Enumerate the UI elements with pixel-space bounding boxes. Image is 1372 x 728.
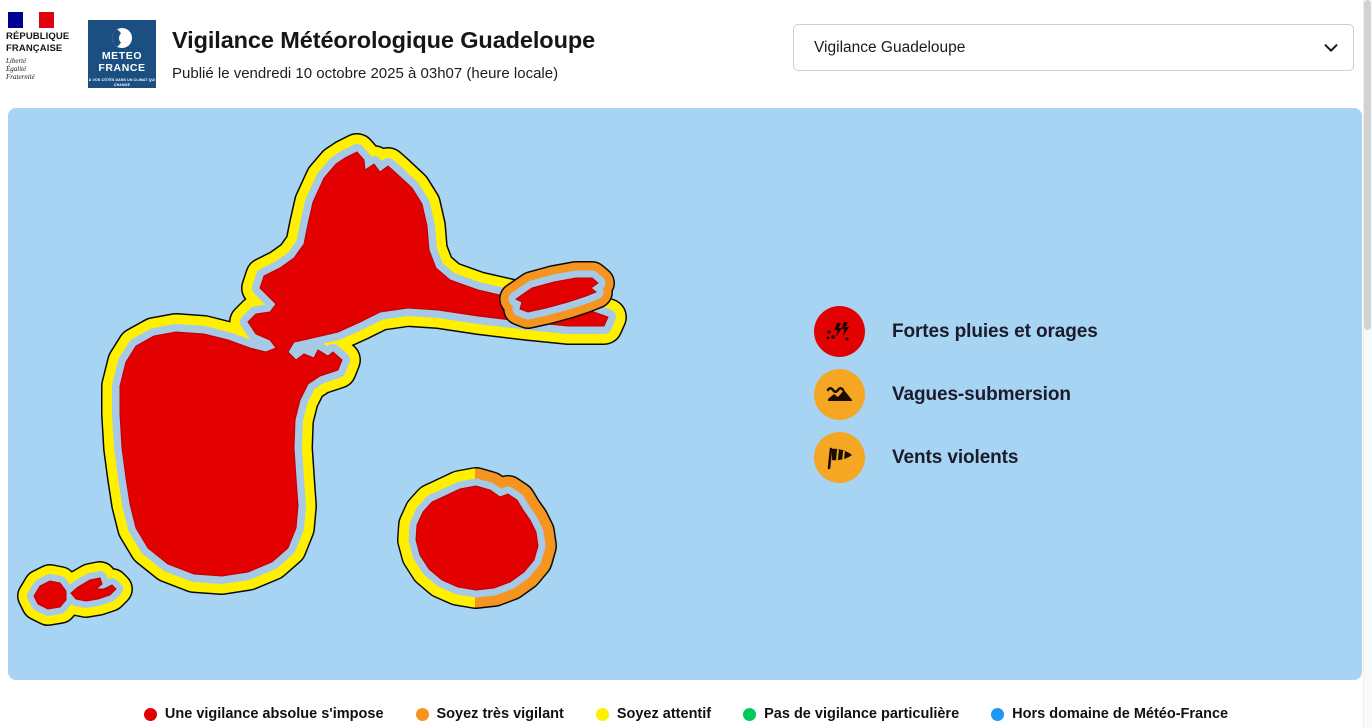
- hazard-row: Vagues-submersion: [814, 363, 1234, 426]
- republique-francaise-logo: RÉPUBLIQUE FRANÇAISE Liberté Égalité Fra…: [6, 6, 78, 82]
- republic-motto: Liberté Égalité Fraternité: [6, 57, 78, 82]
- meteo-france-mark-icon: [112, 28, 132, 48]
- island-marie-galante: [416, 486, 538, 590]
- hazard-badge: [814, 369, 865, 420]
- wave-submersion-icon: [826, 386, 852, 401]
- motto-egalite: Égalité: [6, 65, 27, 74]
- meteo-france-logo: METEO FRANCE À VOS CÔTÉS DANS UN CLIMAT …: [88, 20, 156, 88]
- legend-dot-icon: [991, 707, 1005, 721]
- title-block: Vigilance Météorologique Guadeloupe Publ…: [156, 6, 595, 83]
- republic-name: RÉPUBLIQUE FRANÇAISE: [6, 31, 78, 54]
- motto-liberte: Liberté: [6, 57, 27, 65]
- legend-item-orange: Soyez très vigilant: [415, 706, 564, 722]
- legend-item-rouge: Une vigilance absolue s'impose: [143, 706, 384, 722]
- page-scrollbar[interactable]: [1363, 0, 1372, 728]
- legend-label: Une vigilance absolue s'impose: [164, 706, 384, 722]
- scrollbar-thumb[interactable]: [1364, 0, 1371, 330]
- vigilance-map[interactable]: Fortes pluies et orages Vagues-submersio…: [8, 108, 1362, 680]
- legend-item-hors-domaine: Hors domaine de Météo-France: [991, 706, 1228, 722]
- island-la-desirade: [516, 278, 598, 312]
- publication-timestamp: Publié le vendredi 10 octobre 2025 à 03h…: [172, 65, 559, 82]
- legend-item-vert: Pas de vigilance particulière: [743, 706, 959, 722]
- hazard-label: Vents violents: [892, 446, 1019, 468]
- hazard-badge: [814, 432, 865, 483]
- heavy-rain-storm-icon: [826, 321, 849, 340]
- hazard-row: Fortes pluies et orages: [814, 300, 1234, 363]
- republic-line-1: RÉPUBLIQUE: [6, 31, 70, 42]
- legend-dot-icon: [415, 707, 429, 721]
- violent-wind-icon: [827, 447, 852, 469]
- legend-item-jaune: Soyez attentif: [595, 706, 712, 722]
- meteo-tagline: À VOS CÔTÉS DANS UN CLIMAT QUI CHANGE: [88, 78, 156, 87]
- legend-label: Hors domaine de Météo-France: [1012, 706, 1229, 722]
- legend-label: Soyez très vigilant: [436, 706, 564, 722]
- vigilance-color-legend: Une vigilance absolue s'impose Soyez trè…: [0, 700, 1372, 728]
- france-word: FRANCE: [98, 61, 146, 74]
- legend-label: Soyez attentif: [616, 706, 712, 722]
- hazard-legend: Fortes pluies et orages Vagues-submersio…: [814, 300, 1234, 489]
- page-header: RÉPUBLIQUE FRANÇAISE Liberté Égalité Fra…: [0, 0, 1372, 100]
- legend-dot-icon: [143, 707, 157, 721]
- hazard-row: Vents violents: [814, 426, 1234, 489]
- hazard-badge: [814, 306, 865, 357]
- legend-dot-icon: [743, 707, 757, 721]
- hazard-label: Vagues-submersion: [892, 383, 1071, 405]
- motto-fraternite: Fraternité: [6, 73, 35, 82]
- hazard-label: Fortes pluies et orages: [892, 320, 1098, 342]
- brand-block: RÉPUBLIQUE FRANÇAISE Liberté Égalité Fra…: [0, 0, 595, 88]
- island-les-saintes: [34, 578, 116, 609]
- legend-label: Pas de vigilance particulière: [764, 706, 960, 722]
- french-flag-icon: [8, 12, 54, 28]
- page-title: Vigilance Météorologique Guadeloupe: [172, 27, 596, 53]
- region-select-value: Vigilance Guadeloupe: [814, 38, 966, 56]
- meteo-word: METEO: [101, 50, 143, 62]
- legend-dot-icon: [595, 707, 609, 721]
- chevron-down-icon: [1324, 43, 1338, 52]
- region-select[interactable]: Vigilance Guadeloupe: [793, 24, 1354, 71]
- republic-line-2: FRANÇAISE: [6, 42, 63, 54]
